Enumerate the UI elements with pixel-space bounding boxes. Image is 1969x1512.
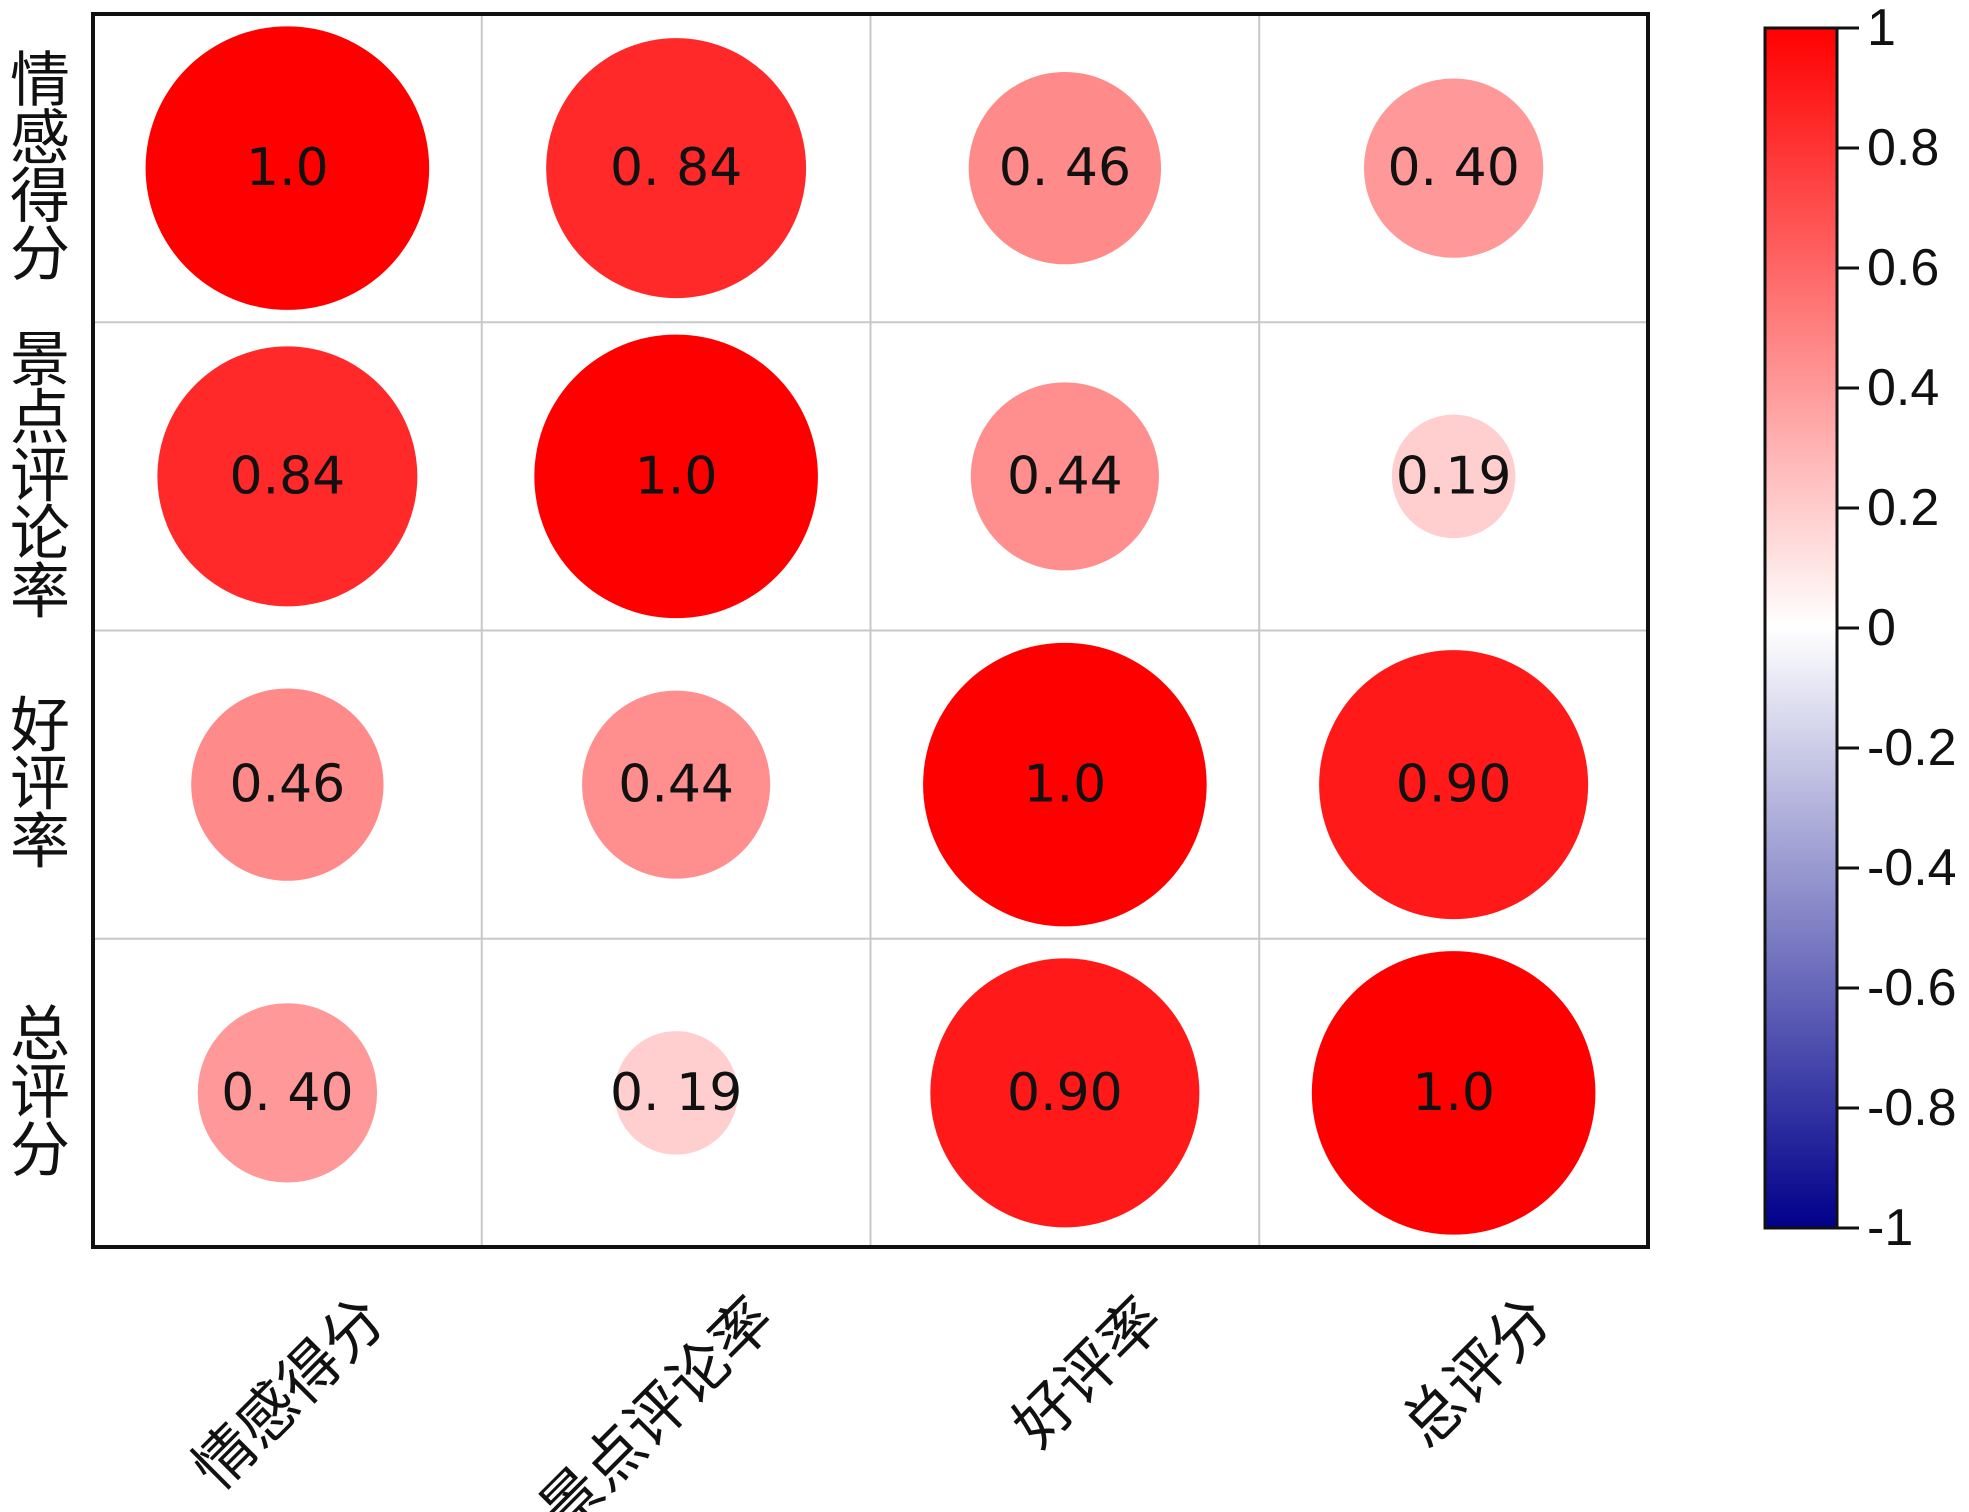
colorbar-tick-label: 1 — [1867, 0, 1896, 57]
correlation-circle — [546, 38, 807, 299]
correlation-circle — [157, 346, 418, 607]
correlation-circle — [191, 688, 384, 881]
colorbar-tick-label: -0.4 — [1867, 839, 1957, 897]
plot-frame — [91, 12, 1650, 1249]
colorbar-tick-label: -0.2 — [1867, 719, 1957, 777]
colorbar-gradient — [1763, 26, 1839, 1230]
cell-value-label: 1.0 — [635, 446, 718, 506]
correlation-circle — [614, 1031, 738, 1155]
cell-value-labels: 1.0 0. 84 0. 46 0. 40 0.84 1.0 0.44 0.19 0.46 0.4… — [221, 138, 1520, 1123]
correlation-circle — [1311, 951, 1596, 1235]
row-label: 总评分 — [10, 1000, 70, 1186]
row-label: 情感得分 — [10, 46, 70, 290]
colorbar-tick-label: -0.8 — [1867, 1079, 1957, 1137]
correlation-circle — [970, 382, 1159, 571]
cell-value-label: 0.84 — [229, 446, 345, 506]
column-label: 景点评论率 — [526, 1284, 788, 1512]
cell-value-label: 0. 40 — [221, 1063, 353, 1123]
grid-lines — [93, 14, 1648, 1247]
row-label: 景点评论率 — [10, 325, 70, 627]
cell-value-label: 0. 84 — [610, 138, 742, 198]
column-label: 好评率 — [1000, 1284, 1177, 1461]
correlation-circle — [1319, 650, 1589, 920]
colorbar-tick-label: 0.4 — [1867, 359, 1939, 417]
correlation-circle — [930, 958, 1200, 1228]
colorbar-tick-label: -1 — [1867, 1199, 1913, 1257]
colorbar-tick-label: -0.6 — [1867, 959, 1957, 1017]
correlation-circle — [534, 334, 818, 619]
column-label: 总评分 — [1389, 1284, 1566, 1461]
cell-value-label: 1.0 — [246, 138, 329, 198]
cell-value-label: 0.44 — [1007, 446, 1123, 506]
correlation-circle — [1391, 414, 1516, 539]
cell-value-label: 0.90 — [1396, 755, 1512, 815]
colorbar-tick-label: 0 — [1867, 599, 1896, 657]
colorbar-tick-label: 0.2 — [1867, 479, 1939, 537]
cell-value-label: 0. 40 — [1387, 138, 1519, 198]
correlation-circle — [197, 1003, 378, 1183]
correlation-circle — [923, 642, 1207, 927]
cell-value-label: 0. 46 — [999, 138, 1131, 198]
correlation-circles — [145, 26, 1596, 1235]
column-label: 情感得分 — [180, 1284, 399, 1503]
cell-value-label: 0. 19 — [610, 1063, 742, 1123]
cell-value-label: 1.0 — [1412, 1063, 1495, 1123]
correlation-circle — [145, 26, 430, 310]
cell-value-label: 0.46 — [229, 755, 345, 815]
colorbar-tick-label: 0.6 — [1867, 239, 1939, 297]
row-label: 好评率 — [10, 692, 70, 878]
correlation-circle — [968, 71, 1162, 265]
cell-value-label: 0.19 — [1396, 446, 1512, 506]
colorbar-tick-label: 0.8 — [1867, 119, 1939, 177]
colorbar-ticks: 1 0.8 0.6 0.4 0.2 0 -0.2 -0.4 -0.6 -0.8 -1 — [1837, 0, 1957, 1257]
cell-value-label: 0.44 — [618, 755, 734, 815]
correlation-circle — [1363, 78, 1544, 258]
cell-value-label: 1.0 — [1024, 755, 1107, 815]
colorbar: 1 0.8 0.6 0.4 0.2 0 -0.2 -0.4 -0.6 -0.8 -1 — [1763, 0, 1957, 1257]
correlation-circle — [582, 690, 771, 879]
cell-value-label: 0.90 — [1007, 1063, 1123, 1123]
column-labels: 情感得分 景点评论率 好评率 总评分 — [180, 1284, 1565, 1512]
